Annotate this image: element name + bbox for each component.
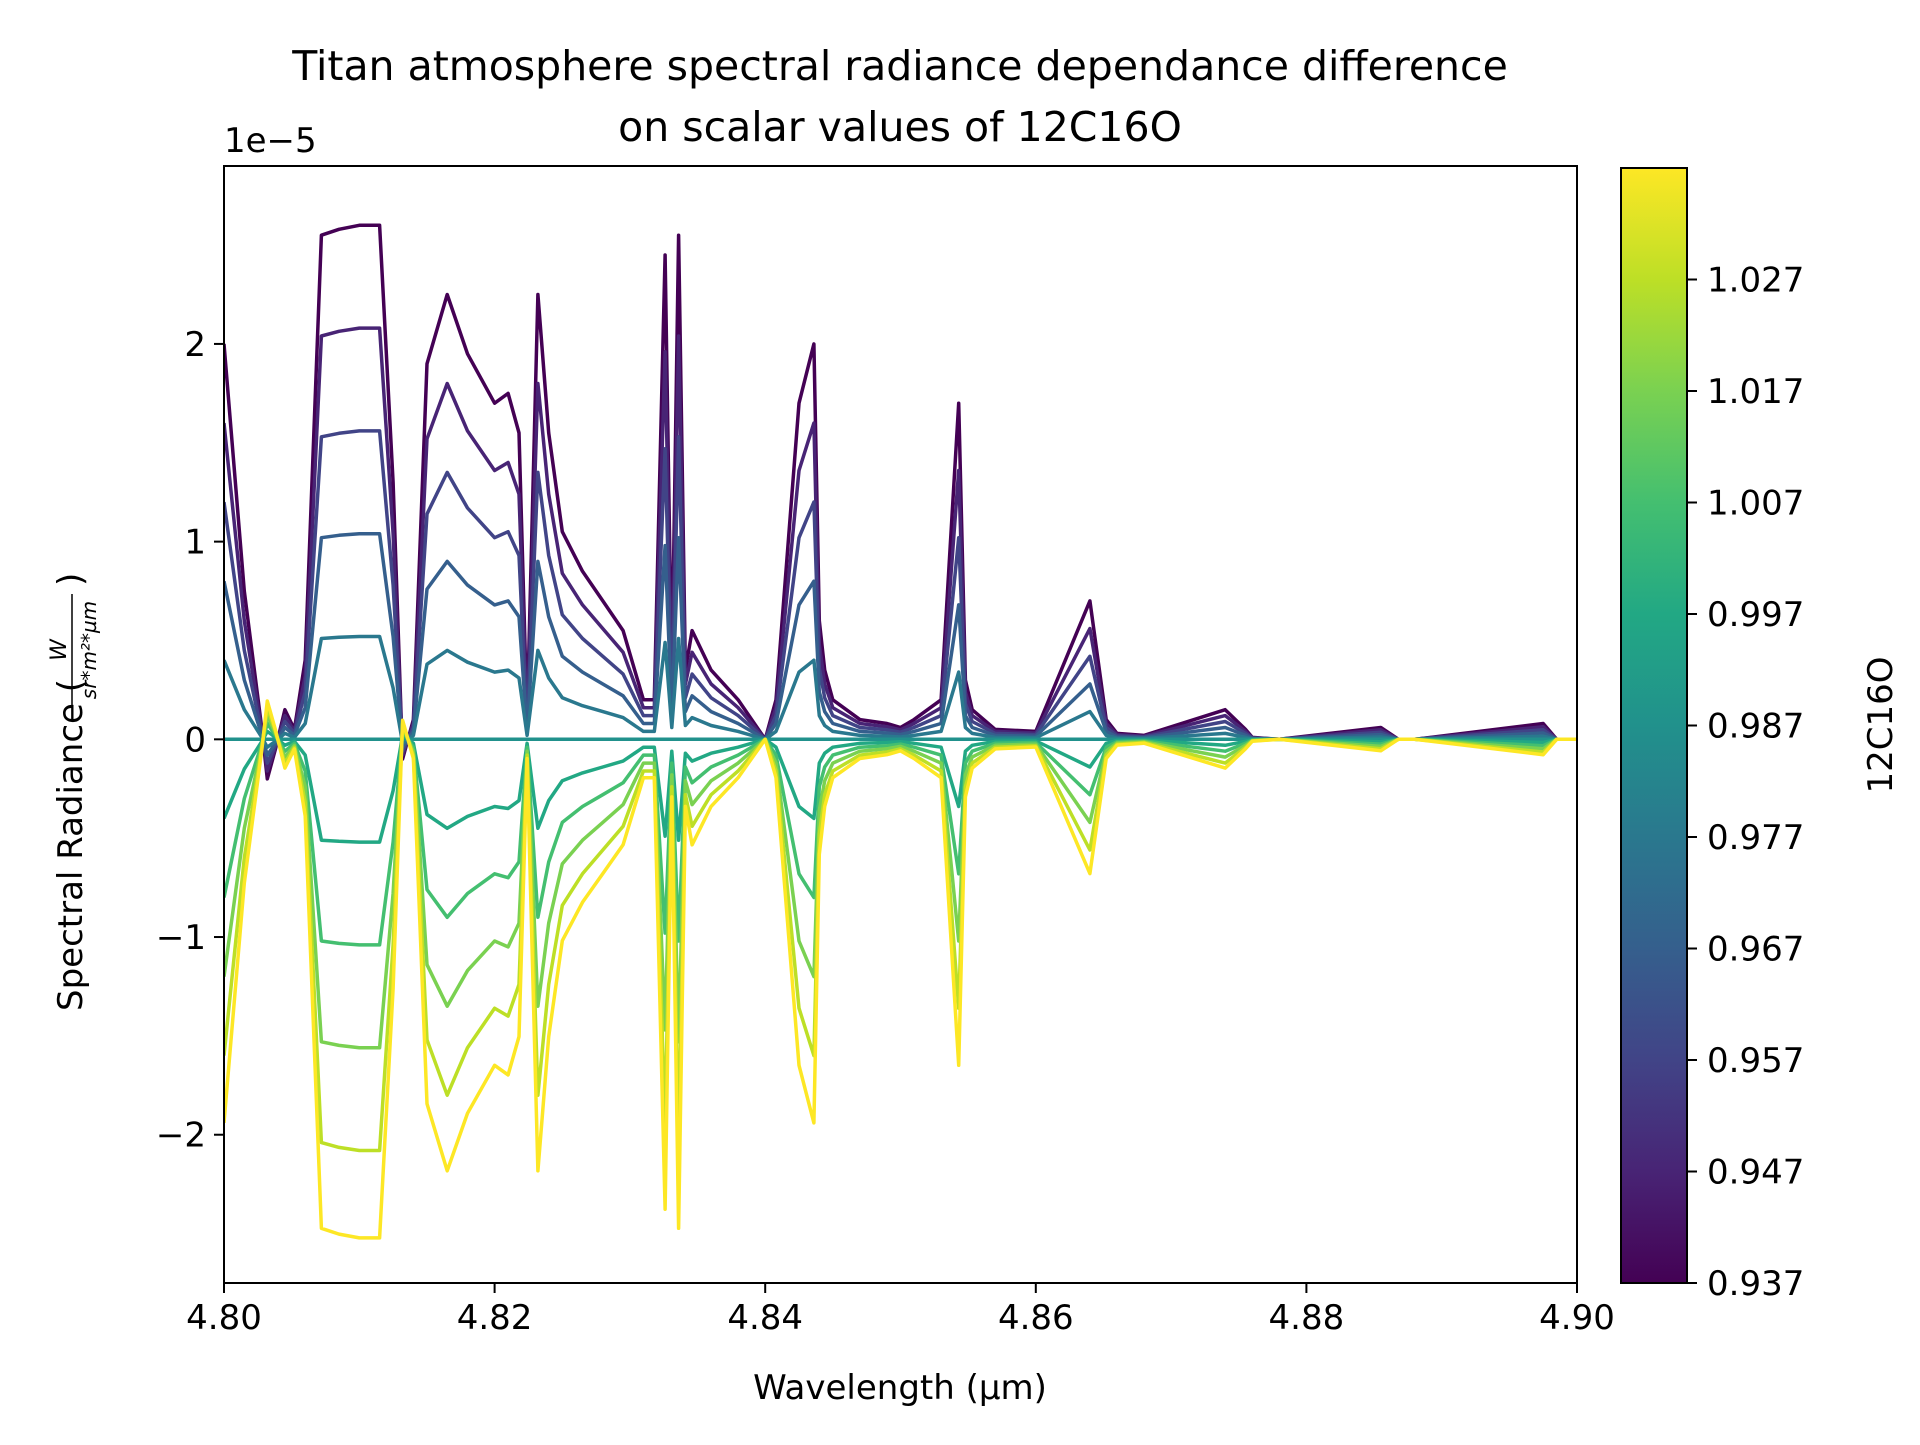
y-axis-label-suffix: ) [51,573,91,586]
colorbar-tick-label: 0.967 [1707,930,1804,970]
x-axis-label: Wavelength (µm) [753,1368,1047,1408]
y-axis-unit-numerator: W [47,638,72,661]
colorbar-ticks: 0.937 0.947 0.957 0.967 0.977 0.987 0.997 1.007… [1687,261,1804,1304]
x-tick-label: 4.90 [1539,1298,1615,1338]
series-line [224,223,1577,781]
y-axis-offset-label: 1e−5 [224,121,317,161]
colorbar-tick-label: 0.987 [1707,707,1804,747]
x-tick-label: 4.88 [1269,1298,1345,1338]
y-tick-label: 0 [184,720,206,760]
colorbar-tick-label: 1.027 [1707,261,1804,301]
series-line [224,531,1577,757]
chart-title-line2: on scalar values of 12C16O [618,103,1182,151]
y-tick-label: −1 [156,918,206,958]
y-axis-unit-denominator: sr*m²*µm [77,601,101,699]
plot-area [223,165,1578,1284]
colorbar-tick-label: 1.007 [1707,484,1804,524]
y-tick-label: −2 [156,1116,206,1156]
colorbar-tick-label: 1.017 [1707,372,1804,412]
x-axis-ticks: 4.80 4.82 4.84 4.86 4.88 4.90 [186,1283,1615,1338]
series-line [224,721,1577,947]
colorbar-tick-label: 0.937 [1707,1264,1804,1304]
series-line [224,699,1577,1240]
plot-frame [223,165,1578,1284]
y-axis-label: Spectral Radiance ( W sr*m²*µm ) [47,573,101,1011]
colorbar: 0.937 0.947 0.957 0.967 0.977 0.987 0.997 1.007… [1620,167,1901,1304]
y-axis-label-prefix: Spectral Radiance ( [51,679,91,1011]
colorbar-tick-label: 0.957 [1707,1041,1804,1081]
colorbar-label: 12C16O [1861,656,1901,793]
colorbar-tick-label: 0.947 [1707,1153,1804,1193]
y-tick-label: 2 [184,325,206,365]
x-tick-label: 4.82 [457,1298,533,1338]
colorbar-tick-label: 0.977 [1707,818,1804,858]
y-axis-ticks: −2 −1 0 1 2 [156,325,224,1156]
x-tick-label: 4.80 [186,1298,262,1338]
chart-title-line1: Titan atmosphere spectral radiance depen… [291,42,1508,90]
x-tick-label: 4.86 [998,1298,1074,1338]
x-tick-label: 4.84 [727,1298,803,1338]
y-tick-label: 1 [184,523,206,563]
series-layer [224,223,1577,1240]
svg-text:Spectral Radiance (: Spectral Radiance ( [51,679,91,1011]
colorbar-tick-label: 0.997 [1707,595,1804,635]
colorbar-gradient [1621,168,1687,1283]
